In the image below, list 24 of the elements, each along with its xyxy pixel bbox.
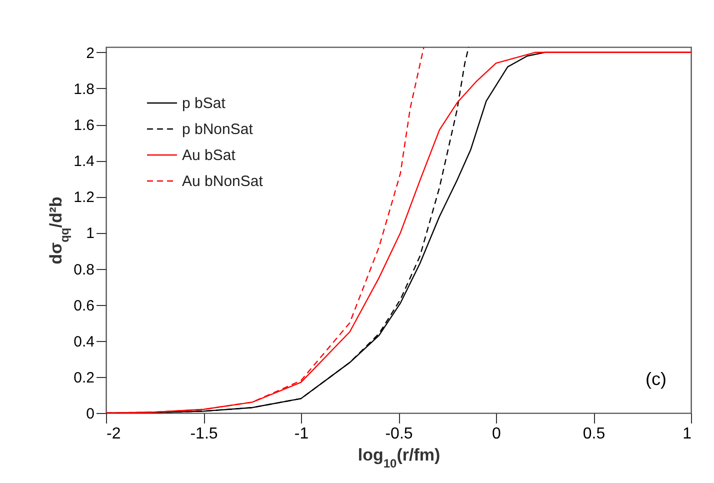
y-tick-label: 1.2 — [74, 189, 94, 206]
x-tick-label: 0.5 — [582, 426, 606, 442]
annotation: (c) — [646, 369, 666, 389]
y-tick-label: 1.8 — [74, 80, 94, 98]
x-tick-label: 1 — [682, 426, 692, 442]
x-tick-label: -2 — [106, 426, 121, 442]
y-tick-label: 1.4 — [74, 153, 94, 170]
x-axis-title: log$_{10}$(r/fm) — [358, 446, 440, 470]
y-tick-label: 0.4 — [74, 333, 94, 350]
x-tick-label: -0.5 — [385, 426, 413, 442]
x-tick-label: -1.5 — [190, 426, 218, 442]
x-tick-label: 0 — [492, 426, 502, 442]
y-tick-label: 1 — [86, 225, 94, 242]
y-tick-label: 0.6 — [74, 297, 94, 314]
legend-label: p bNonSat — [182, 121, 254, 138]
legend-label: Au bSat — [182, 147, 236, 164]
y-tick-label: 0.2 — [74, 369, 94, 386]
x-tick-label: -1 — [294, 426, 309, 442]
y-tick-label: 0 — [86, 406, 94, 422]
y-tick-label: 1.6 — [74, 117, 94, 134]
y-tick-label: 0.8 — [74, 261, 94, 278]
y-tick-label: 2 — [86, 44, 94, 62]
legend-label: p bSat — [182, 95, 226, 112]
legend-label: Au bNonSat — [182, 173, 264, 190]
